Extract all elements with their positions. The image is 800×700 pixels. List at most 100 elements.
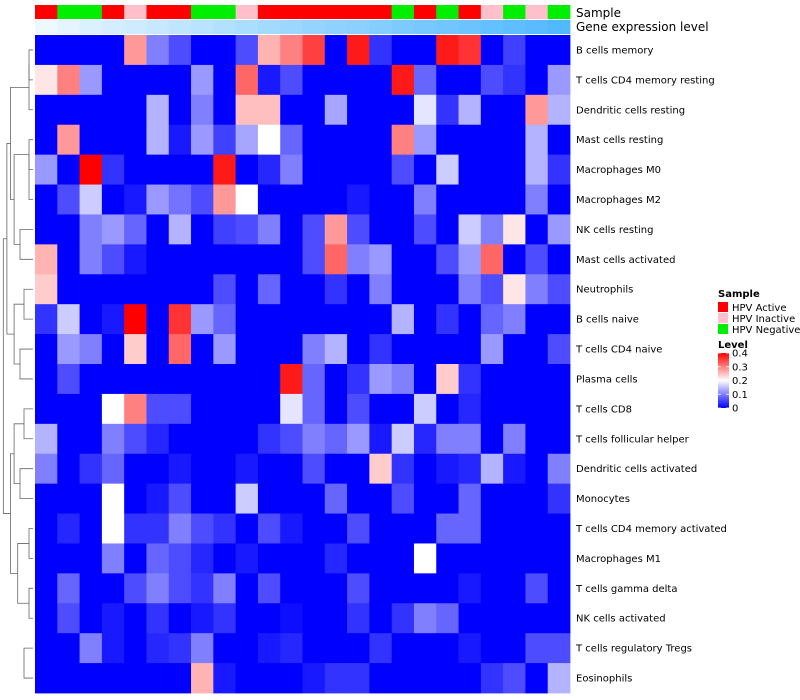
heatmap-cell <box>547 573 571 604</box>
heatmap-cell <box>391 573 415 604</box>
heatmap-cell <box>168 124 192 156</box>
heatmap-cell <box>235 334 259 365</box>
heatmap-cell <box>391 214 415 245</box>
heatmap-cell <box>547 334 571 365</box>
heatmap-cell <box>168 274 192 305</box>
gene-annotation-cell <box>191 20 214 34</box>
heatmap-cell <box>458 513 482 544</box>
heatmap-cell <box>347 124 370 156</box>
heatmap-cell <box>369 603 393 634</box>
heatmap-cell <box>436 483 459 514</box>
heatmap-cell <box>347 364 370 395</box>
heatmap-cell <box>302 364 326 395</box>
heatmap-cell <box>124 64 147 96</box>
heatmap-cell <box>324 633 348 664</box>
row-label: T cells CD8 <box>575 404 632 415</box>
heatmap-cell <box>413 393 437 425</box>
row-label: NK cells resting <box>576 225 653 236</box>
heatmap-cell <box>547 94 571 126</box>
heatmap-cell <box>124 423 147 455</box>
heatmap-cell <box>235 633 259 664</box>
heatmap-cell <box>458 603 482 634</box>
heatmap-cell <box>280 184 303 215</box>
heatmap-cell <box>168 184 192 215</box>
heatmap-cell <box>79 633 103 664</box>
heatmap-cell <box>235 364 259 395</box>
heatmap-cell <box>458 364 482 395</box>
heatmap-cell <box>302 663 326 694</box>
heatmap-cell <box>257 274 281 305</box>
gene-annotation-cell <box>213 20 237 34</box>
heatmap-cell <box>213 573 237 604</box>
heatmap-cell <box>213 663 237 694</box>
heatmap-cell <box>101 633 125 664</box>
heatmap-cell <box>124 513 147 544</box>
heatmap-cell <box>436 244 459 275</box>
level-colorbar-ticks: 0.4 0.3 0.2 0.1 0 <box>718 349 748 415</box>
heatmap-cell <box>146 453 170 485</box>
heatmap-cell <box>503 244 526 275</box>
heatmap-cell <box>547 483 571 514</box>
gene-annotation-cell <box>79 20 103 34</box>
heatmap-cell <box>324 513 348 544</box>
row-label: T cells CD4 memory resting <box>575 75 715 86</box>
heatmap-cell <box>302 513 326 544</box>
heatmap-cell <box>168 393 192 425</box>
heatmap-cell <box>124 94 147 126</box>
heatmap-cell <box>101 274 125 305</box>
heatmap-cell <box>547 124 571 156</box>
dendrogram-branch <box>28 64 33 111</box>
heatmap-cell <box>369 513 393 544</box>
sample-annotation-cell <box>146 5 170 19</box>
heatmap-cell <box>391 393 415 425</box>
heatmap-cell <box>413 154 437 185</box>
heatmap-cell <box>191 334 214 365</box>
row-label: Neutrophils <box>576 285 633 296</box>
heatmap-cell <box>168 154 192 185</box>
heatmap-cell <box>347 274 370 305</box>
heatmap-cell <box>525 573 549 604</box>
heatmap-cell <box>57 603 80 634</box>
heatmap-cell <box>213 453 237 485</box>
heatmap-cell <box>168 94 192 126</box>
heatmap-cell <box>413 453 437 485</box>
sample-annotation-cell <box>101 5 125 19</box>
heatmap-cell <box>413 423 437 455</box>
dendrogram-branch <box>28 139 33 170</box>
heatmap-cell <box>458 483 482 514</box>
heatmap-cell <box>79 244 103 275</box>
heatmap-cell <box>35 304 58 335</box>
heatmap-cell <box>503 154 526 185</box>
heatmap-cell <box>525 64 549 96</box>
heatmap-cell <box>324 393 348 425</box>
heatmap-cell <box>57 543 80 574</box>
heatmap-cell <box>35 483 58 514</box>
sample-annotation-cell <box>168 5 192 19</box>
heatmap-cell <box>213 244 237 275</box>
gene-annotation-cell <box>57 20 80 34</box>
heatmap-cell <box>369 633 393 664</box>
heatmap-cell <box>525 364 549 395</box>
heatmap-cell <box>235 94 259 126</box>
row-label: Macrophages M2 <box>576 195 661 206</box>
heatmap-cell <box>525 334 549 365</box>
heatmap-cell <box>191 364 214 395</box>
heatmap-cell <box>413 214 437 245</box>
heatmap-cell <box>503 543 526 574</box>
heatmap-cell <box>391 543 415 574</box>
dendrogram-branch <box>23 288 33 320</box>
heatmap-cell <box>391 423 415 455</box>
heatmap-cell <box>369 35 393 66</box>
heatmap-cell <box>57 244 80 275</box>
heatmap-cell <box>101 334 125 365</box>
heatmap-cell <box>347 423 370 455</box>
heatmap-cell <box>503 304 526 335</box>
heatmap-cell <box>213 274 237 305</box>
heatmap-cell <box>146 633 170 664</box>
level-tick-label: 0.2 <box>732 376 748 387</box>
heatmap-cell <box>146 124 170 156</box>
heatmap-cell <box>413 304 437 335</box>
heatmap-cell <box>436 663 459 694</box>
gene-annotation-cell <box>257 20 281 34</box>
